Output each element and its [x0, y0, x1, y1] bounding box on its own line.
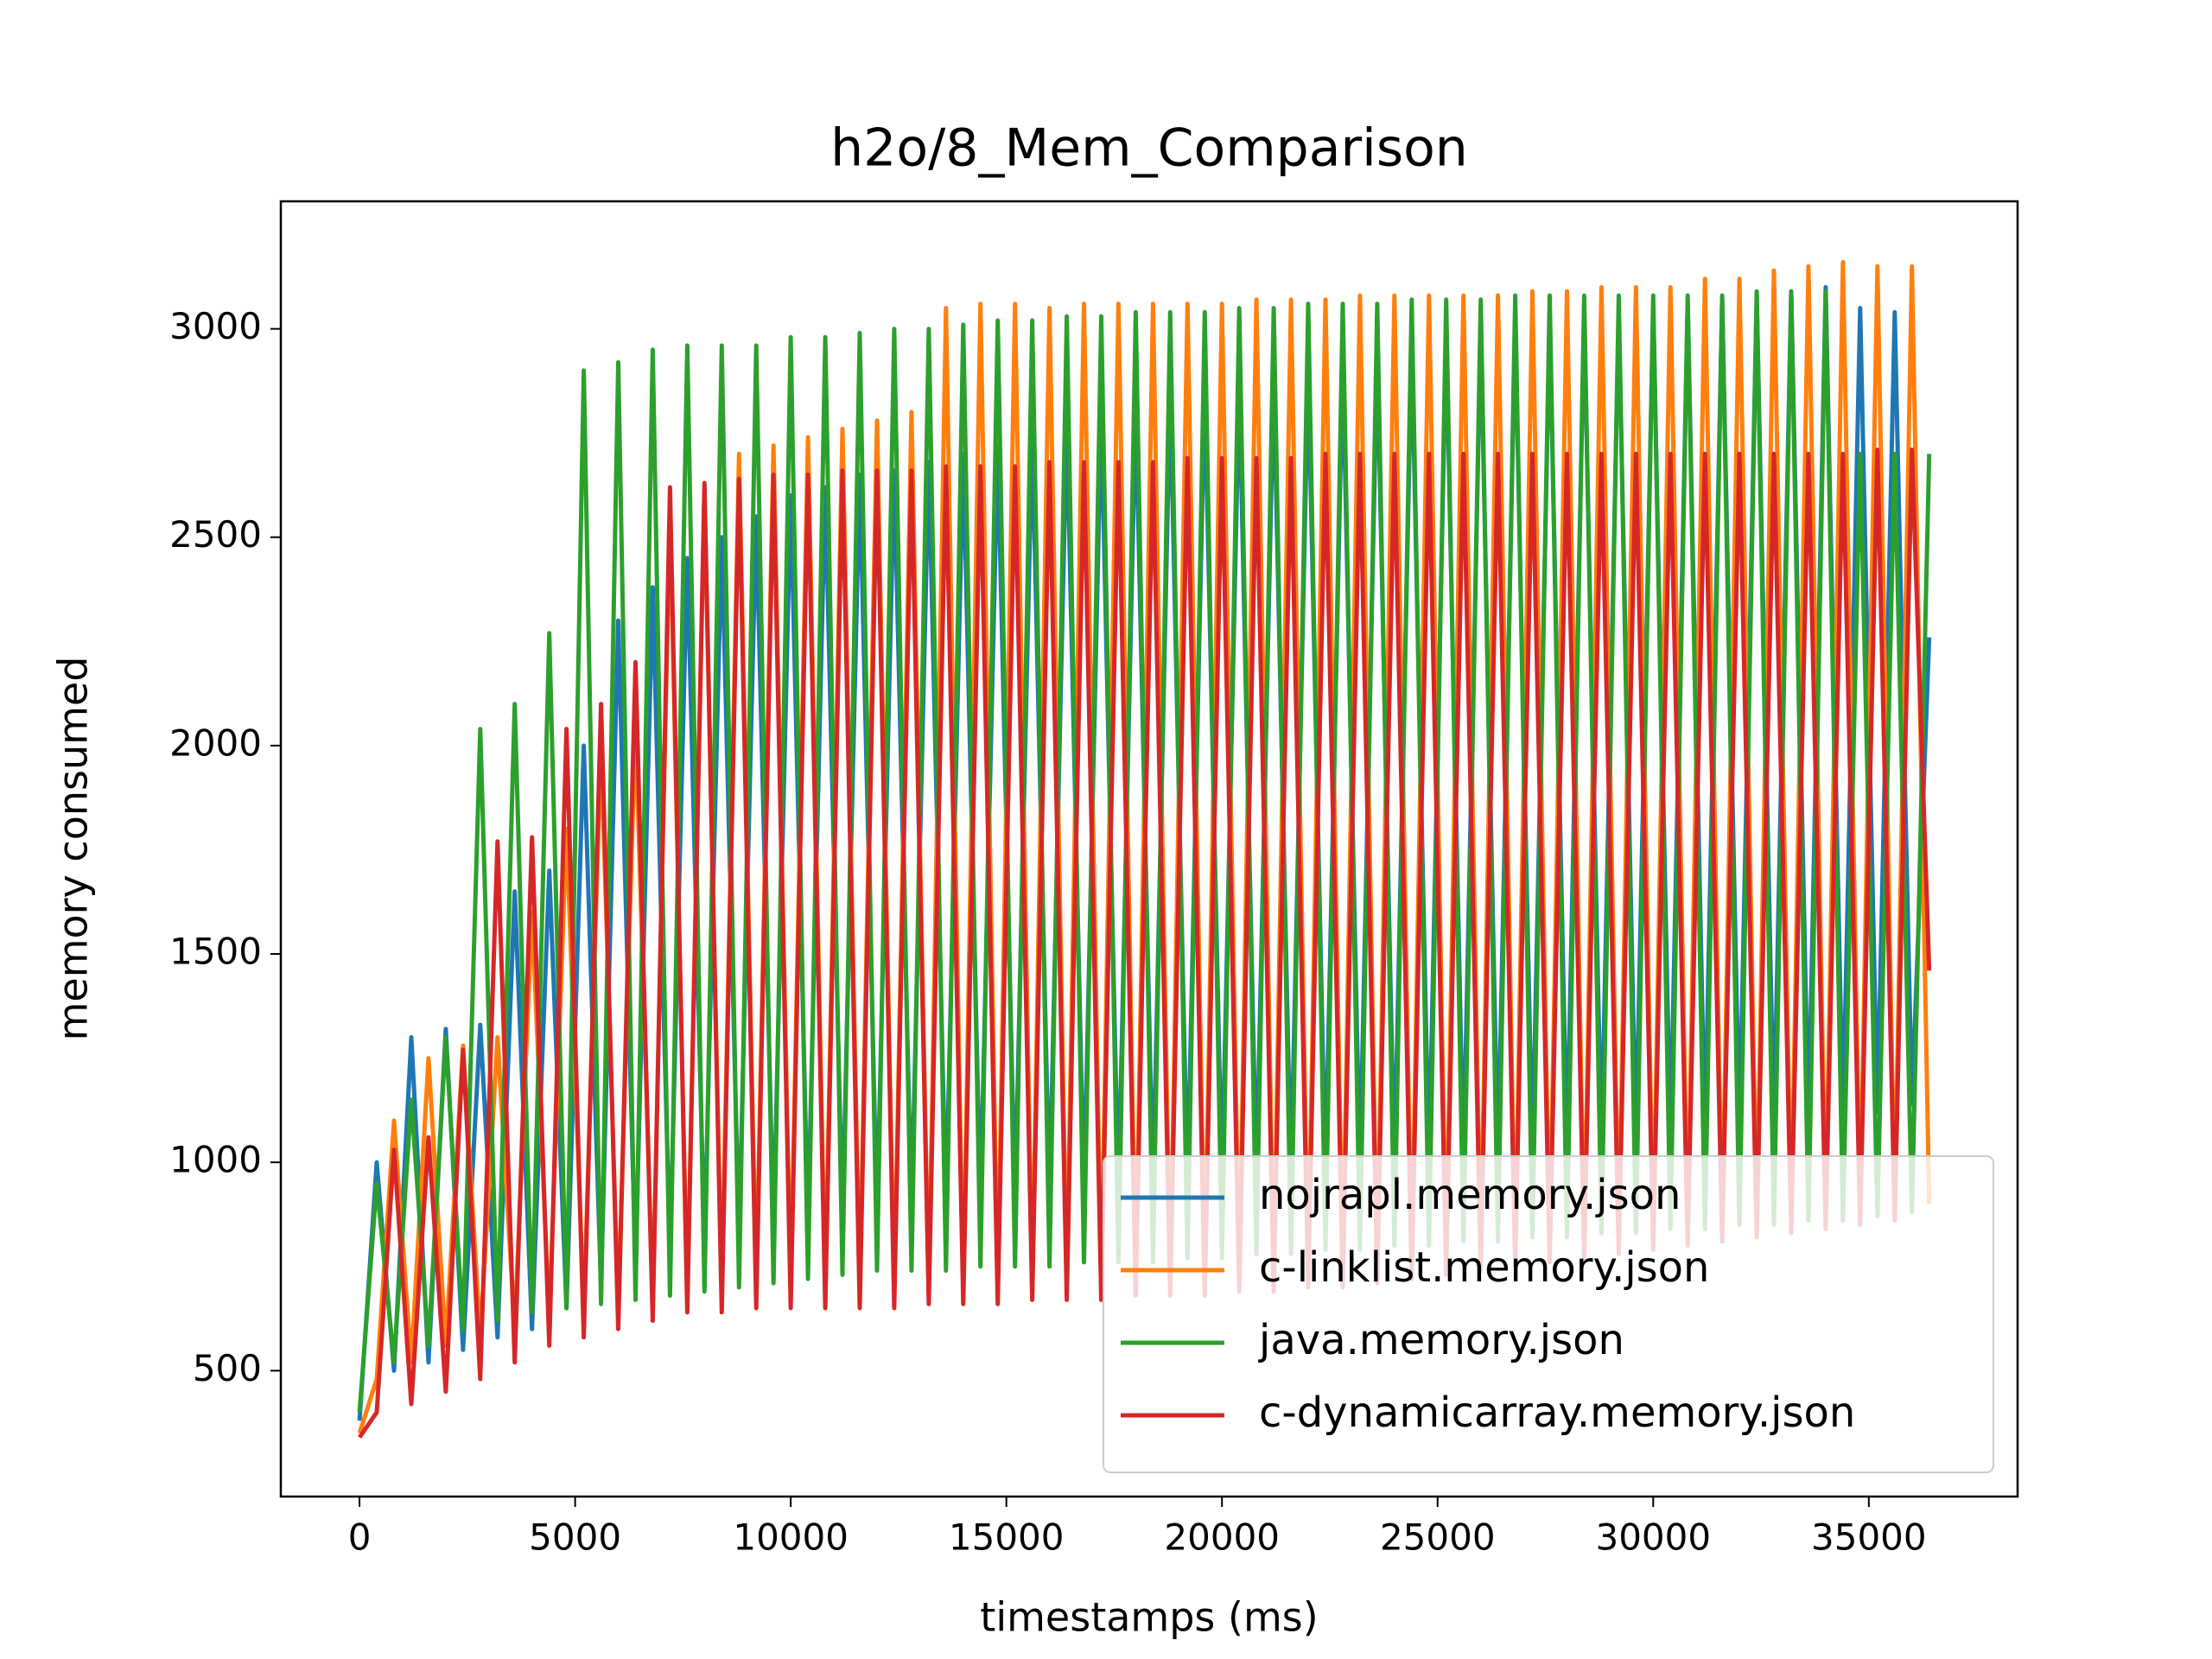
chart-title: h2o/8_Mem_Comparison: [830, 118, 1468, 179]
x-tick-label: 25000: [1380, 1516, 1496, 1559]
plot-area: [357, 259, 1932, 1439]
axes-frame: [279, 200, 2019, 1498]
y-tick-label: 1500: [169, 931, 262, 973]
y-tick-label: 2000: [169, 721, 262, 764]
y-tick-label: 3000: [169, 305, 262, 347]
x-tick-label: 35000: [1811, 1516, 1927, 1559]
x-tick-label: 30000: [1595, 1516, 1711, 1559]
legend-box: [1103, 1155, 1994, 1473]
x-tick-label: 5000: [529, 1516, 621, 1559]
x-tick-label: 10000: [733, 1516, 849, 1559]
series-line: [358, 448, 1932, 1439]
legend-label: nojrapl.memory.json: [1259, 1171, 1681, 1219]
y-tick-label: 500: [193, 1347, 262, 1389]
legend-label: c-linklist.memory.json: [1259, 1243, 1709, 1292]
x-tick-label: 20000: [1164, 1516, 1280, 1559]
legend-label: c-dynamicarray.memory.json: [1259, 1389, 1855, 1437]
legend: nojrapl.memory.json c-linklist.memory.jso…: [1103, 1155, 1994, 1473]
y-tick-label: 2500: [169, 513, 262, 556]
y-tick-label: 1000: [169, 1139, 262, 1181]
x-axis-label: timestamps (ms): [980, 1594, 1318, 1641]
legend-label: java.memory.json: [1258, 1316, 1624, 1364]
x-tick-label: 15000: [949, 1516, 1065, 1559]
x-tick-label: 0: [348, 1516, 372, 1559]
y-axis-label: memory consumed: [50, 657, 97, 1041]
